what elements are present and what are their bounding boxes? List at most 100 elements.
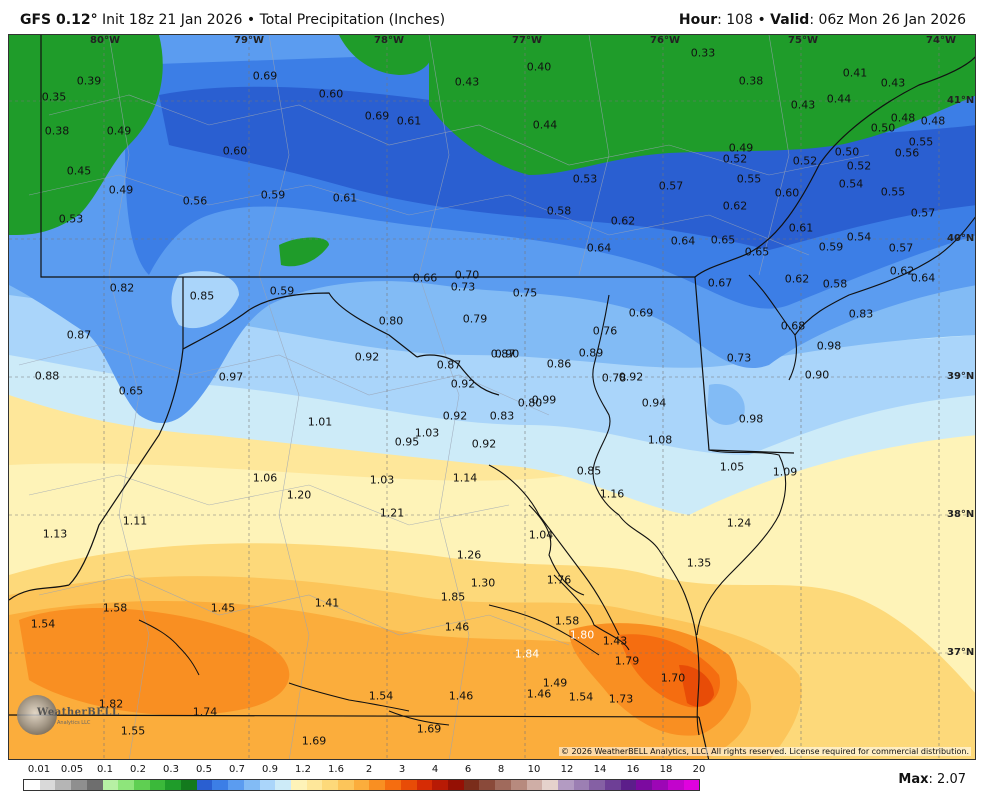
precip-value-label: 0.55 [880,185,906,199]
map-title: GFS 0.12° Init 18z 21 Jan 2026 • Total P… [20,12,445,28]
legend-swatch [259,780,276,790]
precip-value-label: 0.62 [722,199,748,213]
precip-value-label: 0.76 [592,324,618,338]
degree-mark: ° [90,12,98,28]
legend-tick-label: 12 [560,764,574,775]
latitude-label: 38°N [947,509,975,520]
legend-tick-label: 0.2 [130,764,146,775]
precip-value-label: 1.54 [568,690,594,704]
latitude-label: 37°N [947,647,975,658]
precip-value-label: 0.85 [189,289,215,303]
precip-value-label: 0.87 [436,358,462,372]
precip-value-label: 0.61 [788,221,814,235]
precip-value-label: 0.57 [888,241,914,255]
precip-value-label: 0.90 [494,347,520,361]
precip-value-label: 0.92 [618,370,644,384]
precip-value-label: 0.82 [109,281,135,295]
precip-value-label: 1.14 [452,471,478,485]
precip-value-label: 0.41 [842,66,868,80]
legend-swatch [322,780,339,790]
legend-swatch [605,780,621,790]
precip-value-label: 1.82 [98,697,124,711]
precip-value-label: 0.62 [889,264,915,278]
logo-subtext: Analytics LLC [57,720,91,726]
legend-tick-label: 18 [659,764,673,775]
precip-value-label: 0.88 [34,369,60,383]
precip-value-label: 0.60 [222,144,248,158]
legend-swatch [306,780,323,790]
header-bar: GFS 0.12° Init 18z 21 Jan 2026 • Total P… [0,0,984,34]
precip-value-label: 0.70 [454,268,480,282]
legend-swatch [290,780,307,790]
precip-value-label: 1.74 [192,705,218,719]
precip-value-label: 0.44 [532,118,558,132]
legend-swatch [212,780,229,790]
hour-value: : 108 [717,12,753,28]
precip-value-label: 0.92 [354,350,380,364]
precip-value-label: 1.20 [286,488,312,502]
legend-swatch [133,780,150,790]
precip-value-label: 0.65 [710,233,736,247]
precip-value-label: 1.26 [456,548,482,562]
valid-value: : 06z Mon 26 Jan 2026 [809,12,966,28]
precip-value-label: 0.40 [526,60,552,74]
precip-value-label: 0.75 [512,286,538,300]
precip-value-label: 1.58 [554,614,580,628]
field-name: Total Precipitation (Inches) [259,12,446,28]
precip-value-label: 0.85 [576,464,602,478]
model-name: GFS 0.12 [20,12,91,28]
legend-swatch [275,780,291,790]
precip-value-label: 0.48 [920,114,946,128]
legend-swatch [86,780,103,790]
precip-value-label: 0.65 [118,384,144,398]
precip-value-label: 0.64 [586,241,612,255]
longitude-label: 76°W [650,35,680,46]
precip-value-label: 0.39 [76,74,102,88]
legend-swatch [667,780,684,790]
precip-value-label: 0.38 [738,74,764,88]
precip-value-label: 1.85 [440,590,466,604]
legend-tick-label: 0.05 [60,764,84,775]
precip-value-label: 0.33 [690,46,716,60]
precip-value-label: 0.50 [870,121,896,135]
precip-value-label: 0.87 [66,328,92,342]
precipitation-map[interactable]: 80°W 79°W 78°W 77°W 76°W 75°W 74°W 41°N 40°N 39°… [8,34,976,760]
precip-value-label: 0.43 [454,75,480,89]
legend-tick-label: 10 [527,764,541,775]
legend-swatch [228,780,244,790]
precip-value-label: 1.69 [301,734,327,748]
color-legend: 0.01 0.05 0.1 0.2 0.3 0.5 0.7 0.9 1.2 1.6 2 3 4 6 8 10 1… [23,764,706,804]
precip-value-label: 0.50 [834,145,860,159]
precip-value-label: 1.09 [772,465,798,479]
precip-value-label: 1.01 [307,415,333,429]
precip-value-label: 1.46 [444,620,470,634]
legend-swatch [181,780,197,790]
precip-value-label: 1.55 [120,724,146,738]
legend-swatch [24,780,40,790]
legend-swatch [165,780,182,790]
precip-value-label: 1.69 [416,722,442,736]
precip-value-label: 1.11 [122,514,148,528]
weatherbell-logo: WeatherBELL Analytics LLC [15,691,119,739]
legend-tick-label: 0.1 [97,764,113,775]
legend-swatch [542,780,558,790]
legend-tick-label: 2 [365,764,373,775]
legend-tick-label: 0.01 [27,764,51,775]
precip-value-label: 0.92 [442,409,468,423]
precip-value-label: 0.43 [790,98,816,112]
precip-value-label: 0.99 [531,393,557,407]
precip-value-label: 1.73 [608,692,634,706]
precip-value-label: 0.89 [578,346,604,360]
legend-tick-label: 1.6 [328,764,344,775]
precip-value-label: 0.38 [44,124,70,138]
precip-value-label: 1.03 [414,426,440,440]
precip-value-label: 0.54 [846,230,872,244]
legend-labels: 0.01 0.05 0.1 0.2 0.3 0.5 0.7 0.9 1.2 1.6 2 3 4 6 8 10 1… [23,764,706,778]
precip-value-label: 0.57 [658,179,684,193]
precip-value-label: 0.49 [728,141,754,155]
precip-value-label: 0.48 [890,111,916,125]
precip-value-label: 1.46 [448,689,474,703]
legend-tick-label: 0.3 [163,764,179,775]
valid-label: Valid [770,12,810,28]
precip-value-label: 0.98 [738,412,764,426]
